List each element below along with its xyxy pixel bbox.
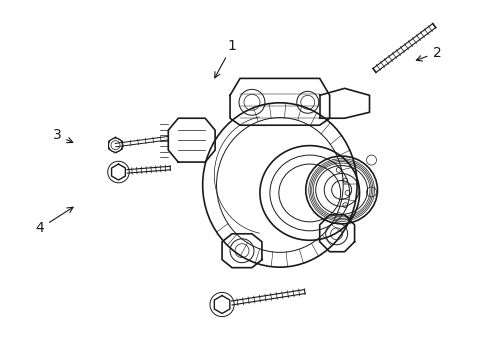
Text: 4: 4 <box>36 207 73 235</box>
Text: 2: 2 <box>415 46 440 61</box>
Text: 3: 3 <box>53 128 73 143</box>
Text: 1: 1 <box>214 39 236 78</box>
